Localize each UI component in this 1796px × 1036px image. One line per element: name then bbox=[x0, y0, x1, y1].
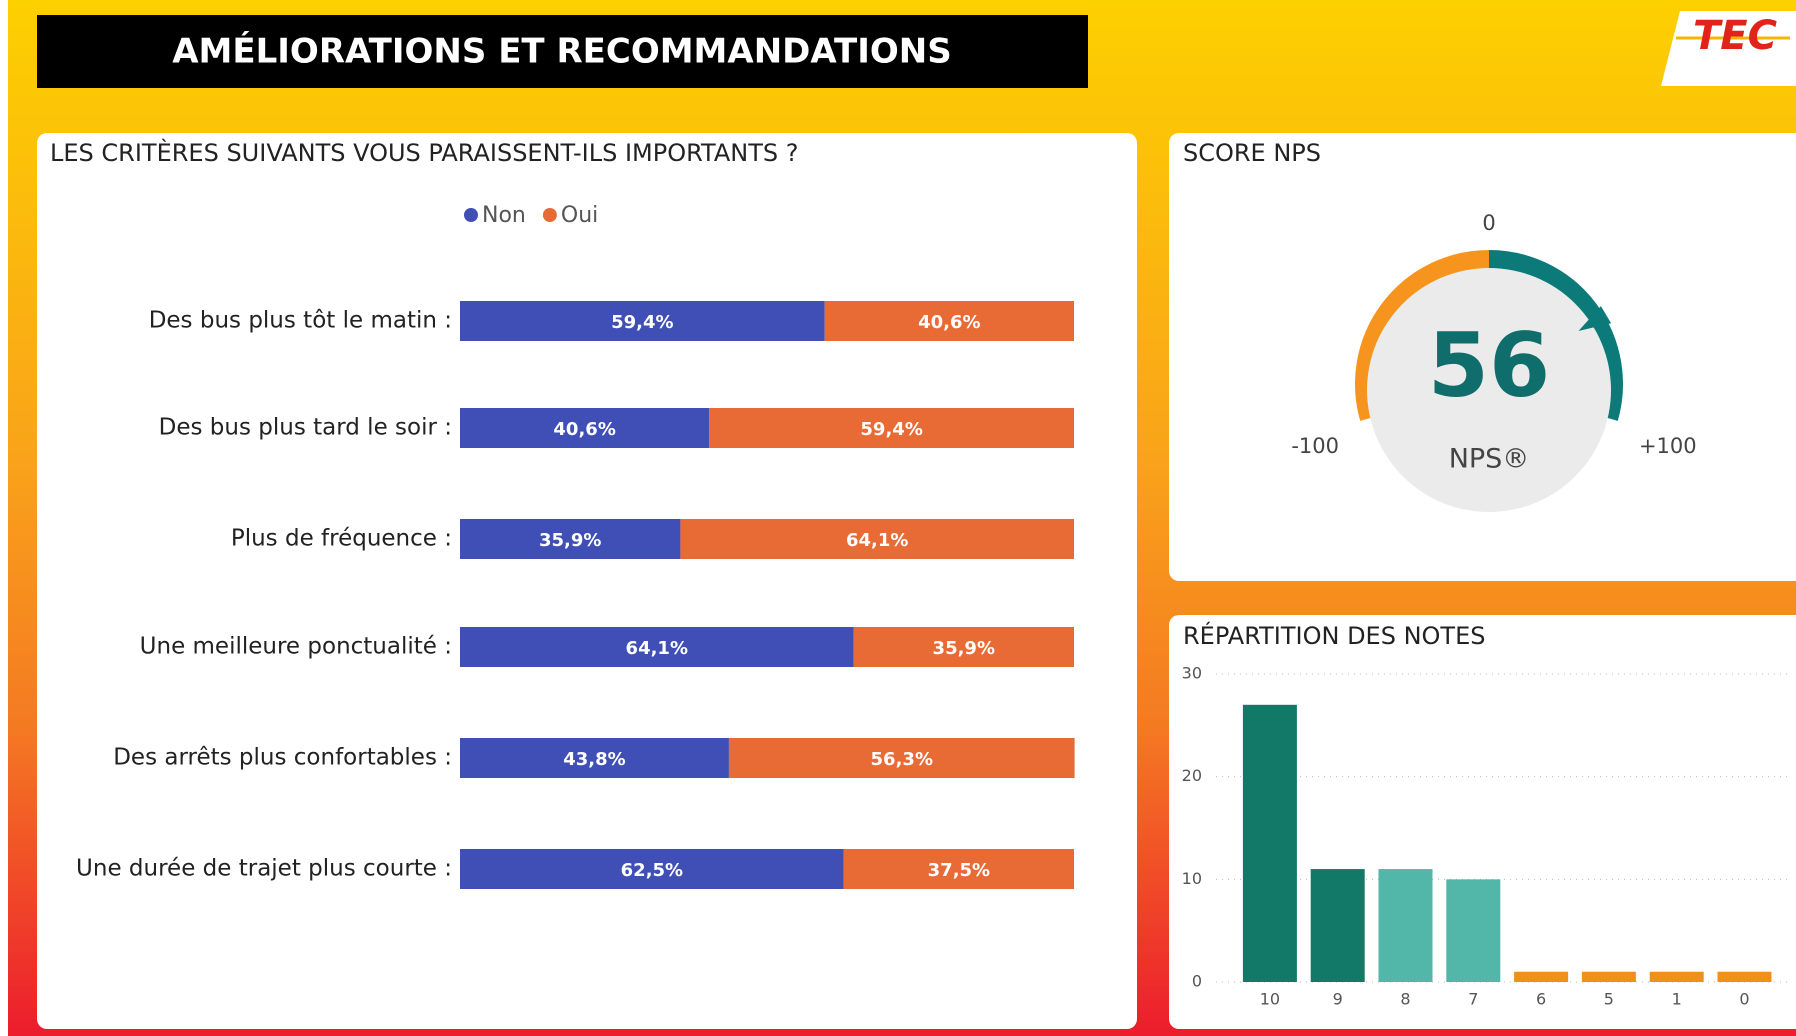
x-tick-label: 1 bbox=[1672, 990, 1682, 1009]
gauge-value: 56 bbox=[1428, 314, 1550, 417]
data-label: 43,8% bbox=[563, 749, 625, 770]
bar bbox=[1581, 971, 1636, 982]
legend-label: Non bbox=[482, 203, 526, 228]
gauge-label: NPS® bbox=[1449, 444, 1530, 475]
chart-title: SCORE NPS bbox=[1183, 139, 1321, 167]
bar-segment bbox=[460, 408, 710, 448]
category-label: Des bus plus tôt le matin : bbox=[149, 308, 452, 334]
bar-segment bbox=[460, 519, 681, 559]
category-label: Une durée de trajet plus courte : bbox=[76, 856, 452, 882]
gauge-tick-label: 0 bbox=[1482, 211, 1495, 235]
gauge-tick-label: -100 bbox=[1291, 434, 1339, 458]
x-tick-label: 7 bbox=[1468, 990, 1478, 1009]
bar-segment bbox=[709, 408, 1074, 448]
data-label: 35,9% bbox=[539, 530, 601, 551]
bar-segment bbox=[853, 627, 1074, 667]
category-label: Plus de fréquence : bbox=[231, 526, 452, 552]
category-label: Des arrêts plus confortables : bbox=[113, 745, 452, 771]
bar bbox=[1514, 971, 1569, 982]
bar bbox=[1310, 869, 1365, 982]
gauge-marker bbox=[1578, 306, 1612, 331]
bar-segment bbox=[728, 738, 1075, 778]
data-label: 35,9% bbox=[933, 638, 995, 659]
logo-box bbox=[1661, 11, 1796, 86]
bar bbox=[1242, 704, 1297, 982]
y-tick-label: 10 bbox=[1182, 869, 1202, 888]
x-tick-label: 9 bbox=[1333, 990, 1343, 1009]
x-tick-label: 5 bbox=[1604, 990, 1614, 1009]
data-label: 37,5% bbox=[928, 860, 990, 881]
data-label: 59,4% bbox=[611, 312, 673, 333]
bar-segment bbox=[460, 738, 729, 778]
bar-segment bbox=[843, 849, 1074, 889]
x-tick-label: 8 bbox=[1400, 990, 1410, 1009]
y-tick-label: 30 bbox=[1182, 664, 1202, 683]
chart-title: LES CRITÈRES SUIVANTS VOUS PARAISSENT-IL… bbox=[50, 138, 799, 167]
header-title: AMÉLIORATIONS ET RECOMMANDATIONS bbox=[172, 31, 952, 72]
bar-segment bbox=[824, 301, 1074, 341]
data-label: 59,4% bbox=[860, 419, 922, 440]
edge bbox=[0, 0, 8, 1036]
panel bbox=[37, 133, 1137, 1029]
logo: TEC bbox=[1693, 13, 1777, 59]
gauge-tick-label: +100 bbox=[1639, 434, 1697, 458]
bar bbox=[1446, 879, 1501, 982]
legend-marker bbox=[464, 208, 478, 222]
bar bbox=[1378, 869, 1433, 982]
y-tick-label: 0 bbox=[1192, 972, 1202, 991]
data-label: 62,5% bbox=[621, 860, 683, 881]
bar-segment bbox=[460, 627, 854, 667]
x-tick-label: 6 bbox=[1536, 990, 1546, 1009]
bar-segment bbox=[680, 519, 1074, 559]
chart-title: RÉPARTITION DES NOTES bbox=[1183, 621, 1485, 650]
bar bbox=[1717, 971, 1772, 982]
bar-segment bbox=[460, 301, 825, 341]
y-tick-label: 20 bbox=[1182, 766, 1202, 785]
bar bbox=[1649, 971, 1704, 982]
data-label: 40,6% bbox=[918, 312, 980, 333]
data-label: 40,6% bbox=[553, 419, 615, 440]
data-label: 56,3% bbox=[871, 749, 933, 770]
header-bar bbox=[37, 15, 1088, 88]
data-label: 64,1% bbox=[626, 638, 688, 659]
bar-segment bbox=[460, 849, 844, 889]
data-label: 64,1% bbox=[846, 530, 908, 551]
legend-marker bbox=[542, 208, 557, 222]
category-label: Des bus plus tard le soir : bbox=[159, 415, 452, 441]
x-tick-label: 10 bbox=[1260, 990, 1280, 1009]
x-tick-label: 0 bbox=[1739, 990, 1749, 1009]
gauge-center bbox=[1367, 268, 1611, 512]
category-label: Une meilleure ponctualité : bbox=[140, 634, 452, 660]
legend-label: Oui bbox=[561, 203, 598, 228]
